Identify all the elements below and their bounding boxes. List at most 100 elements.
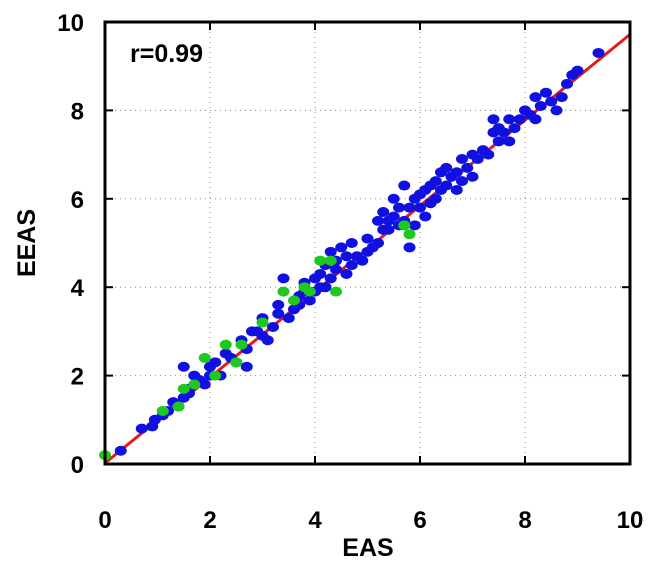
data-point [387,211,400,222]
data-point [503,136,516,147]
data-point [550,105,563,116]
data-point [372,215,384,226]
data-point [177,383,190,394]
y-axis-label: EEAS [13,209,41,277]
data-point [324,273,337,284]
data-point [403,242,416,253]
data-point [382,224,395,235]
data-point [487,114,500,125]
data-point [361,233,374,244]
data-point [230,357,243,368]
data-point [466,171,479,182]
data-point [340,251,353,262]
x-tick-label: 0 [98,507,111,534]
data-point [356,255,369,266]
y-tick-label: 8 [71,98,84,125]
data-point [377,207,390,218]
axis-ticks [104,21,631,465]
data-point [403,229,416,240]
data-point [429,193,442,204]
data-point [592,47,605,58]
data-points [99,47,605,461]
data-point [471,154,484,165]
data-point [314,255,327,266]
data-point [534,100,547,111]
data-point [456,154,468,165]
data-point [303,295,316,306]
data-point [398,180,411,191]
data-point [172,401,185,412]
data-point [529,114,542,125]
data-point [272,299,285,310]
grid-lines [105,22,630,464]
data-point [461,162,474,173]
data-point [240,361,253,372]
data-point [503,114,516,125]
data-point [330,286,342,297]
data-point [540,87,552,98]
data-point [277,273,290,284]
data-point [482,149,495,160]
y-tick-label: 6 [71,187,84,214]
data-point [403,202,416,213]
data-point [209,357,222,368]
data-point [340,268,353,279]
data-point [450,167,463,178]
data-point [319,282,332,293]
data-point [414,202,426,213]
data-point [330,264,342,275]
data-point [571,65,584,76]
data-point [545,96,558,107]
y-tick-label: 4 [71,275,85,302]
data-point [177,361,190,372]
data-point [135,423,148,434]
data-point [398,220,411,231]
data-point [372,238,384,248]
data-point [303,286,316,297]
data-point [198,379,211,390]
data-point [345,238,358,248]
data-point [314,268,327,279]
y-tick-label: 0 [71,452,84,479]
x-tick-label: 4 [308,507,322,534]
data-point [198,352,211,363]
data-point [288,295,300,306]
series-0 [114,47,605,456]
data-point [408,220,421,231]
data-point [345,260,358,271]
data-point [513,114,526,125]
data-point [156,405,169,416]
data-point [324,255,337,266]
data-point [419,211,432,222]
data-point [440,180,453,191]
data-point [429,176,442,187]
correlation-annotation: r=0.99 [130,40,203,68]
data-point [282,313,295,324]
data-point [393,202,405,213]
data-point [272,308,285,319]
data-point [219,339,232,350]
y-tick-labels: 0 2 4 6 8 10 [57,10,84,479]
y-tick-label: 10 [57,10,84,37]
data-point [440,162,453,173]
data-point [335,242,348,253]
data-point [555,92,568,103]
data-point [267,321,279,332]
series-1 [99,220,416,461]
x-axis-label: EAS [342,534,393,562]
data-point [492,136,505,147]
data-point [387,193,400,204]
data-point [209,370,222,381]
x-tick-label: 8 [518,507,531,534]
data-point [529,92,542,103]
data-point [277,286,290,297]
x-tick-label: 6 [413,507,426,534]
data-point [235,339,248,350]
data-point [256,317,269,328]
data-point [114,445,127,456]
x-tick-label: 2 [203,507,216,534]
data-point [324,246,337,257]
plot-frame [103,20,632,466]
data-point [456,176,468,187]
